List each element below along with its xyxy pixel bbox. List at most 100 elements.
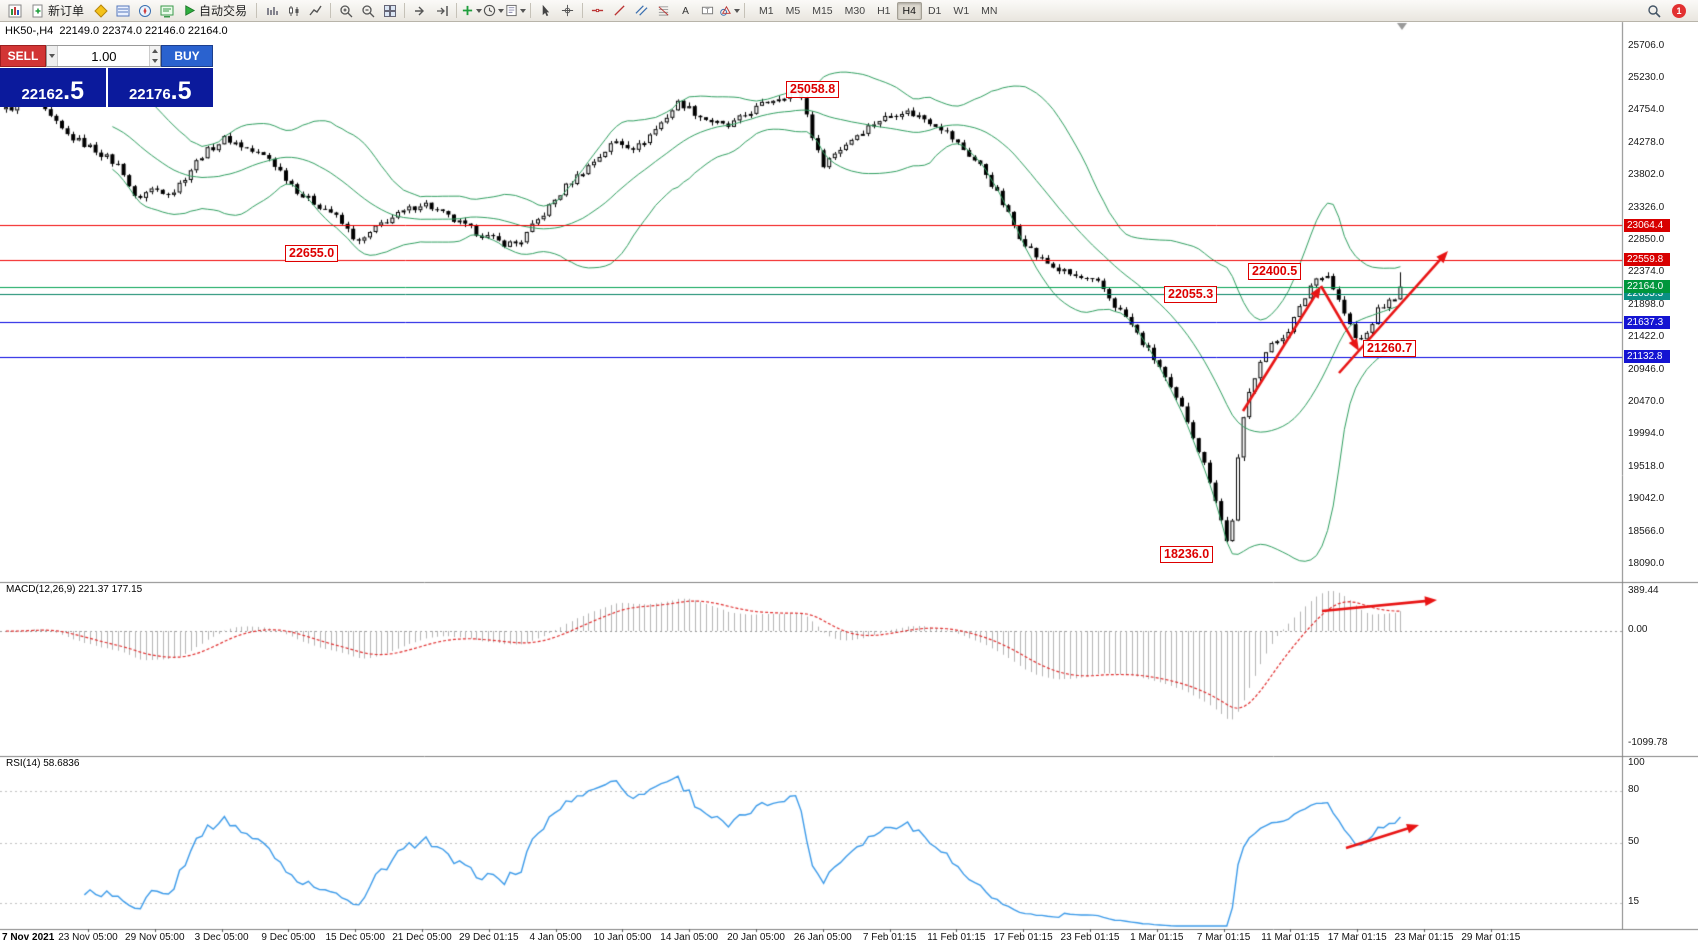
crosshair-icon <box>561 4 574 17</box>
cursor-icon <box>542 4 550 17</box>
template-button[interactable] <box>505 2 527 20</box>
tile-windows-button[interactable] <box>379 2 400 20</box>
period-button[interactable] <box>483 2 505 20</box>
chart-shift-icon <box>436 5 448 16</box>
volume-up-button[interactable] <box>150 46 160 56</box>
search-icon <box>1647 4 1661 18</box>
metaeditor-button[interactable] <box>90 2 111 20</box>
rsi-scale-80: 80 <box>1628 784 1640 795</box>
line-chart-button[interactable] <box>305 2 326 20</box>
toolbar-separator <box>456 3 458 18</box>
fibonacci-icon <box>658 6 669 16</box>
tile-windows-icon <box>383 4 396 17</box>
navigator-icon <box>138 4 151 17</box>
zoom-out-icon <box>361 4 374 17</box>
timeframe-m5[interactable]: M5 <box>785 4 801 17</box>
timeframe-m15[interactable]: M15 <box>812 4 833 17</box>
svg-text:A: A <box>682 6 689 17</box>
chevron-down-icon <box>476 8 483 13</box>
toolbar-separator <box>582 3 584 18</box>
macd-scale-zero: 0.00 <box>1628 624 1648 635</box>
auto-scroll-icon <box>414 6 424 15</box>
svg-text:T: T <box>706 8 710 15</box>
text-button[interactable]: A <box>675 2 696 20</box>
auto-trading-label: 自动交易 <box>199 4 248 18</box>
text-icon: A <box>682 6 689 17</box>
price-annotation-18236.0[interactable]: 18236.0 <box>1160 546 1214 563</box>
auto-scroll-button[interactable] <box>409 2 430 20</box>
buy-price-fraction: .5 <box>170 76 192 105</box>
chart-shift-button[interactable] <box>431 2 452 20</box>
macd-indicator-label: MACD(12,26,9) 221.37 177.15 <box>6 584 143 595</box>
add-indicator-button[interactable] <box>461 2 483 20</box>
zoom-in-icon <box>339 4 352 17</box>
volume-dropdown-button[interactable] <box>47 46 59 66</box>
time-axis-year-label: 7 Nov 2021 <box>2 932 55 943</box>
zoom-out-button[interactable] <box>357 2 378 20</box>
volume-down-button[interactable] <box>150 56 160 66</box>
horizontal-line-button[interactable] <box>587 2 608 20</box>
chevron-down-icon <box>498 8 505 13</box>
timeframe-h1[interactable]: H1 <box>877 4 891 17</box>
cursor-button[interactable] <box>535 2 556 20</box>
shapes-button[interactable] <box>719 2 741 20</box>
new-order-icon <box>32 4 43 17</box>
toolbar-separator <box>256 3 258 18</box>
candlestick-chart-button[interactable] <box>283 2 304 20</box>
market-watch-icon <box>116 5 130 16</box>
toolbar-separator <box>744 3 746 18</box>
channel-icon <box>635 5 648 16</box>
buy-price[interactable]: 22176.5 <box>107 68 213 107</box>
timeframe-group: M1 M5 M15 M30 H1 H4 D1 W1 MN <box>753 1 1003 20</box>
fibonacci-button[interactable] <box>653 2 674 20</box>
timeframe-m30[interactable]: M30 <box>844 4 866 17</box>
terminal-button[interactable] <box>156 2 177 20</box>
volume-input[interactable] <box>58 46 150 66</box>
timeframe-m1[interactable]: M1 <box>759 4 774 17</box>
chevron-down-icon <box>734 8 741 13</box>
symbol-ohlc-line: HK50-,H4 22149.0 22374.0 22146.0 22164.0 <box>5 25 228 37</box>
bar-chart-button[interactable] <box>261 2 282 20</box>
timeframe-w1[interactable]: W1 <box>953 4 970 17</box>
price-annotation-21260.7[interactable]: 21260.7 <box>1363 340 1417 357</box>
chevron-down-icon <box>49 54 56 58</box>
timeframe-d1[interactable]: D1 <box>927 4 942 17</box>
one-click-trading-panel: SELL BUY 22162.5 22176.5 <box>0 45 213 107</box>
price-annotation-22400.5[interactable]: 22400.5 <box>1248 263 1302 280</box>
price-annotation-25058.8[interactable]: 25058.8 <box>786 81 840 98</box>
shapes-icon <box>720 5 731 16</box>
terminal-icon <box>160 5 174 17</box>
market-watch-button[interactable] <box>112 2 133 20</box>
sell-button[interactable]: SELL <box>0 45 46 67</box>
timeframe-h4[interactable]: H4 <box>896 1 922 20</box>
toolbar-separator <box>404 3 406 18</box>
chevron-up-icon <box>152 49 159 53</box>
bar-chart-icon <box>266 6 278 15</box>
price-annotation-22055.3[interactable]: 22055.3 <box>1164 286 1218 303</box>
auto-trading-button[interactable]: 自动交易 <box>178 2 252 20</box>
sell-price-main: 22162 <box>21 86 64 103</box>
notification-badge[interactable]: 1 <box>1672 3 1686 18</box>
crosshair-button[interactable] <box>557 2 578 20</box>
channel-button[interactable] <box>631 2 652 20</box>
line-chart-icon <box>308 5 322 15</box>
chart-window-button[interactable] <box>4 2 25 20</box>
buy-button[interactable]: BUY <box>161 45 213 67</box>
rsi-scale-50: 50 <box>1628 836 1640 847</box>
search-button[interactable] <box>1643 2 1664 20</box>
volume-stepper <box>149 46 160 66</box>
new-order-button[interactable]: 新订单 <box>26 2 89 20</box>
sell-price[interactable]: 22162.5 <box>0 68 106 107</box>
rsi-scale-100: 100 <box>1628 757 1645 768</box>
price-annotation-22655.0[interactable]: 22655.0 <box>285 245 339 262</box>
navigator-button[interactable] <box>134 2 155 20</box>
label-button[interactable]: T <box>697 2 718 20</box>
trendline-button[interactable] <box>609 2 630 20</box>
zoom-in-button[interactable] <box>335 2 356 20</box>
chart-window-icon <box>8 4 21 17</box>
timeframe-mn[interactable]: MN <box>981 4 998 17</box>
text-label-icon: T <box>701 6 714 15</box>
trendline-icon <box>614 5 625 16</box>
